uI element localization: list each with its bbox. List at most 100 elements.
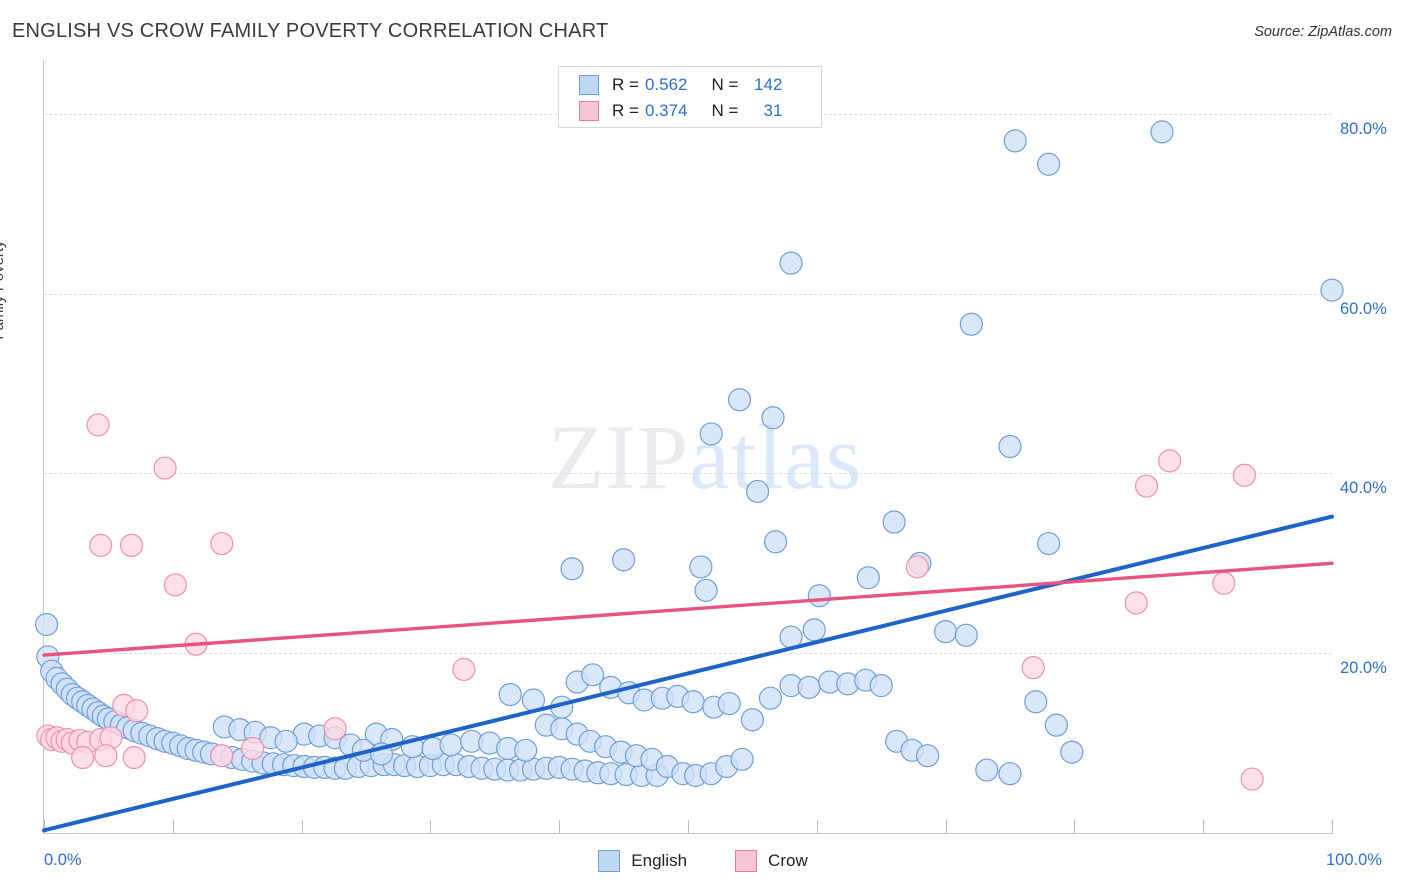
data-point bbox=[761, 406, 785, 430]
data-point bbox=[689, 555, 713, 579]
data-point bbox=[1037, 152, 1061, 176]
data-point bbox=[1232, 463, 1257, 487]
data-point bbox=[452, 657, 476, 682]
data-point bbox=[869, 673, 893, 698]
data-point bbox=[34, 612, 59, 637]
data-point bbox=[71, 745, 95, 770]
data-point bbox=[882, 510, 906, 534]
y-tick-label-80: 80.0% bbox=[1340, 119, 1387, 138]
page-title: ENGLISH VS CROW FAMILY POVERTY CORRELATI… bbox=[12, 20, 609, 42]
data-point bbox=[498, 682, 522, 707]
legend-label-english: English bbox=[631, 851, 688, 870]
x-tick-50 bbox=[688, 820, 689, 833]
stat-swatch-crow bbox=[579, 101, 599, 121]
x-tick-90 bbox=[1203, 820, 1205, 833]
data-point bbox=[94, 744, 118, 768]
y-axis-line bbox=[43, 60, 44, 834]
data-point bbox=[730, 747, 754, 771]
x-tick-100 bbox=[1332, 820, 1333, 833]
data-point bbox=[807, 584, 831, 608]
data-point bbox=[1320, 278, 1344, 302]
data-point bbox=[439, 733, 463, 757]
series-english bbox=[34, 120, 1344, 788]
data-point bbox=[975, 758, 999, 782]
data-point bbox=[89, 533, 113, 557]
stat-n-value-crow: 31 bbox=[763, 101, 783, 120]
data-point bbox=[797, 675, 821, 699]
x-tick-40 bbox=[559, 820, 561, 833]
data-point bbox=[905, 555, 929, 579]
data-point bbox=[740, 708, 765, 732]
trendline-crow bbox=[42, 561, 1334, 657]
data-point bbox=[153, 456, 177, 480]
data-point bbox=[727, 388, 752, 412]
data-point bbox=[1024, 690, 1048, 714]
x-tick-label-100: 100.0% bbox=[1326, 851, 1382, 869]
y-tick-label-20: 20.0% bbox=[1340, 659, 1387, 678]
data-point bbox=[699, 422, 723, 446]
data-point bbox=[758, 686, 783, 710]
data-point bbox=[856, 566, 880, 590]
legend-item-english[interactable]: English bbox=[598, 850, 687, 872]
data-point bbox=[1212, 571, 1236, 595]
legend-label-crow: Crow bbox=[768, 851, 808, 870]
stat-n-label-english: N = bbox=[711, 75, 739, 94]
x-tick-0 bbox=[44, 820, 45, 833]
data-point bbox=[745, 479, 770, 504]
stat-row-english: R = 0.562 N = 142 bbox=[579, 72, 782, 98]
data-point bbox=[954, 623, 978, 647]
data-point bbox=[1158, 449, 1182, 473]
data-point bbox=[1044, 713, 1068, 737]
y-tick-label-40: 40.0% bbox=[1340, 479, 1387, 498]
legend-swatch-crow bbox=[735, 850, 758, 872]
trendline-english bbox=[42, 514, 1334, 833]
data-point bbox=[1003, 129, 1027, 153]
x-axis-line bbox=[43, 833, 1333, 834]
data-point bbox=[611, 548, 636, 572]
correlation-stats-legend: R = 0.562 N = 142 R = 0.374 N = 31 bbox=[558, 66, 822, 128]
data-point bbox=[122, 745, 146, 770]
data-point bbox=[1150, 120, 1174, 144]
data-point bbox=[323, 717, 347, 741]
series-crow bbox=[36, 413, 1264, 791]
legend-item-crow[interactable]: Crow bbox=[735, 850, 808, 872]
data-point bbox=[210, 744, 234, 768]
series-legend: English Crow bbox=[0, 850, 1406, 872]
x-tick-30 bbox=[430, 820, 432, 833]
data-point bbox=[1134, 474, 1159, 498]
data-point bbox=[998, 434, 1022, 459]
data-point bbox=[802, 618, 826, 642]
data-point bbox=[1060, 740, 1084, 764]
source-attribution: Source: ZipAtlas.com bbox=[1254, 24, 1392, 40]
data-point bbox=[1240, 767, 1264, 791]
data-point bbox=[241, 736, 265, 761]
data-point bbox=[998, 762, 1022, 786]
gridline-40 bbox=[44, 473, 1332, 475]
stat-r-label-crow: R = bbox=[612, 101, 639, 120]
x-tick-80 bbox=[1074, 820, 1076, 833]
gridline-60 bbox=[44, 293, 1332, 295]
stat-r-value-crow: 0.374 bbox=[644, 101, 688, 120]
data-point bbox=[1124, 591, 1148, 615]
x-tick-60 bbox=[816, 820, 818, 833]
data-point bbox=[86, 413, 110, 437]
data-point bbox=[681, 690, 705, 714]
data-point bbox=[210, 531, 234, 556]
data-point bbox=[717, 691, 741, 716]
data-point bbox=[933, 620, 958, 644]
x-tick-70 bbox=[945, 820, 947, 833]
data-point bbox=[163, 573, 187, 597]
stat-row-crow: R = 0.374 N = 31 bbox=[579, 98, 782, 124]
y-tick-label-60: 60.0% bbox=[1340, 299, 1387, 318]
stat-n-label-crow: N = bbox=[711, 101, 739, 120]
data-point bbox=[560, 557, 584, 581]
data-point bbox=[779, 251, 803, 275]
x-tick-20 bbox=[301, 820, 303, 833]
legend-swatch-english bbox=[598, 850, 621, 872]
data-point bbox=[119, 533, 144, 557]
stat-swatch-english bbox=[579, 75, 599, 95]
x-tick-label-0: 0.0% bbox=[44, 851, 82, 869]
data-point bbox=[581, 663, 605, 687]
data-point bbox=[1037, 531, 1061, 556]
